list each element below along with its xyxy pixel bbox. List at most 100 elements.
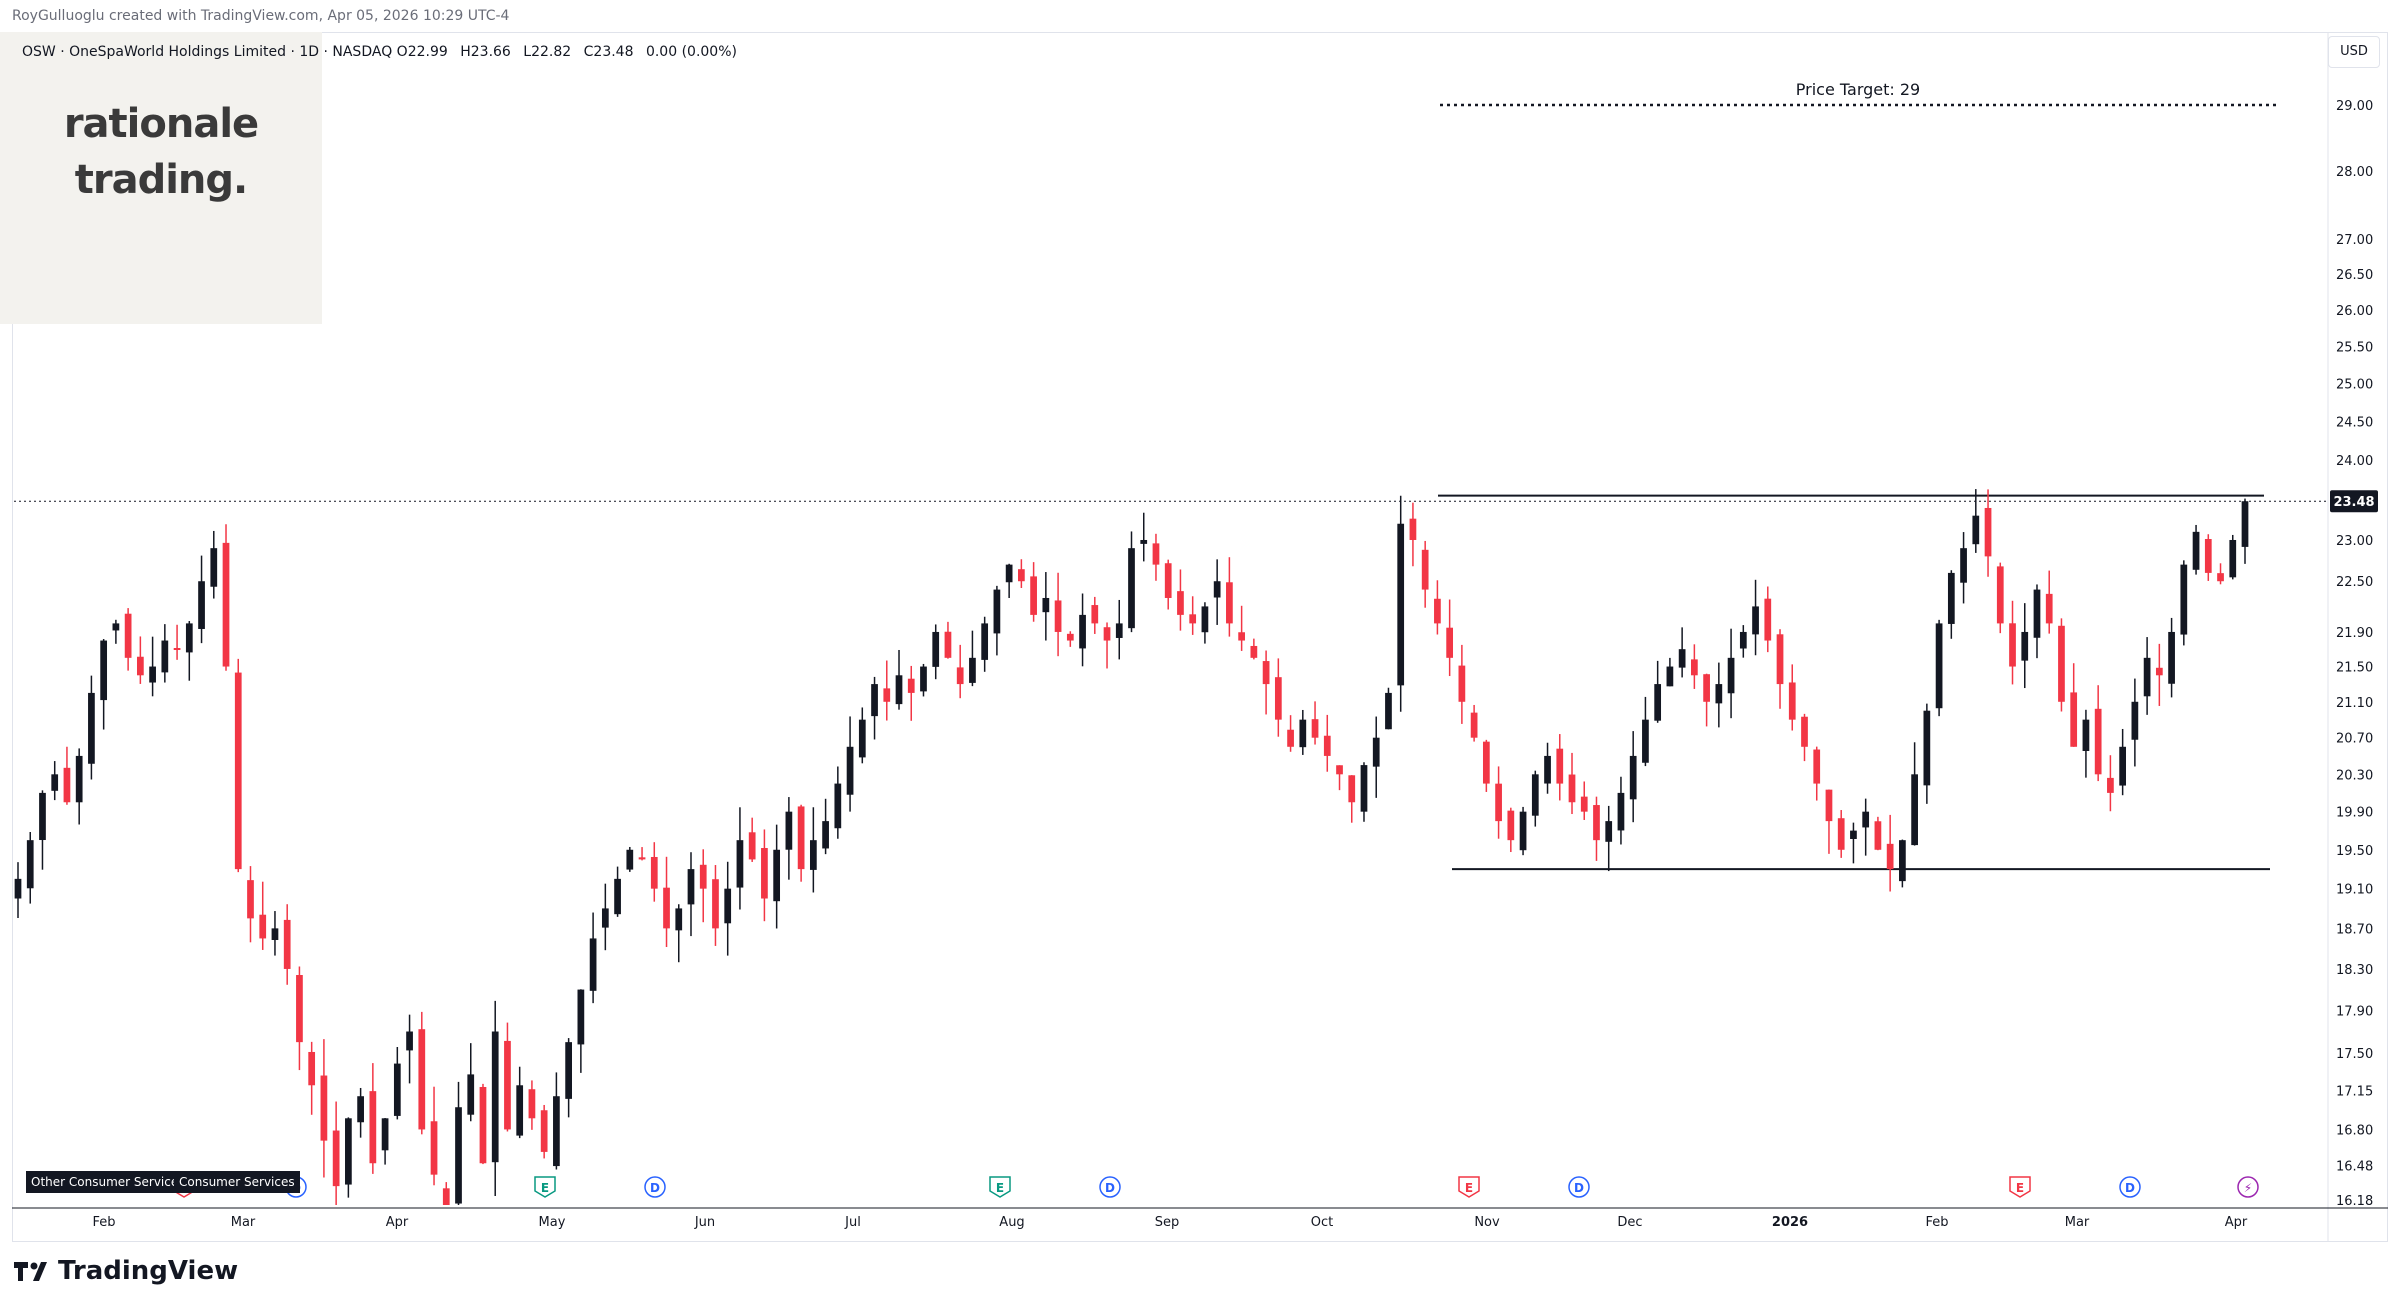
candle-body (1666, 666, 1674, 687)
candle-body (1409, 518, 1417, 540)
candle-body (2009, 623, 2016, 667)
candle-body (136, 656, 144, 676)
candle-body (1091, 605, 1099, 624)
y-tick-label: 22.50 (2336, 575, 2373, 590)
candle-body (2082, 719, 2090, 751)
x-tick-label: 2026 (1772, 1215, 1808, 1230)
y-tick-label: 16.18 (2336, 1194, 2373, 1209)
candle-body (1519, 811, 1527, 851)
candle-body (1079, 614, 1086, 649)
candle-body (308, 1051, 316, 1086)
candle-body (296, 975, 303, 1043)
candle-body (1972, 515, 1980, 545)
event-marker-label: ⚡ (2244, 1181, 2252, 1195)
candle-body (1140, 539, 1148, 544)
y-tick-label: 26.50 (2336, 268, 2373, 283)
candle-body (675, 908, 683, 931)
brand-name: TradingView (58, 1256, 239, 1286)
event-marker-label: D (650, 1181, 660, 1195)
candle-body (161, 640, 169, 673)
candle-body (1580, 796, 1588, 812)
sector-tag-1[interactable]: Other Consumer Services (26, 1171, 190, 1193)
event-marker-E (989, 1176, 1011, 1198)
candle-body (601, 908, 609, 928)
candle-body (418, 1029, 426, 1130)
candle-body (785, 811, 793, 850)
candle-body (1776, 634, 1784, 685)
candle-body (2143, 657, 2151, 697)
candle-body (2070, 692, 2078, 747)
candle-body (504, 1040, 511, 1130)
candle-body (1470, 712, 1478, 738)
candle-body (1935, 623, 1943, 709)
candle-body (871, 684, 878, 717)
candle-body (1458, 665, 1466, 702)
sector-tag-2[interactable]: Consumer Services (174, 1171, 300, 1193)
candle-body (858, 719, 866, 758)
candle-body (1287, 729, 1294, 747)
candle-body (185, 623, 193, 653)
y-tick-label: 24.00 (2336, 454, 2373, 469)
candle-body (1886, 843, 1894, 870)
candle-body (1103, 627, 1111, 641)
candle-body (320, 1075, 328, 1141)
x-tick-label: Apr (386, 1215, 409, 1230)
author-text: RoyGulluoglu created with TradingView.co… (12, 8, 324, 24)
candle-body (2107, 777, 2114, 793)
candle-body (2192, 531, 2200, 570)
candle-body (626, 849, 634, 870)
event-marker-D (1099, 1176, 1121, 1198)
event-marker-label: D (1574, 1181, 1584, 1195)
x-tick-label: Aug (999, 1215, 1024, 1230)
symbol-legend[interactable]: OSW · OneSpaWorld Holdings Limited · 1D … (22, 44, 745, 60)
candle-body (1250, 645, 1258, 658)
candle-body (2119, 746, 2127, 786)
candle-body (895, 675, 903, 705)
candle-body (100, 640, 108, 701)
candle-body (1825, 789, 1833, 822)
candle-body (1531, 774, 1539, 816)
tradingview-brand[interactable]: TradingView (14, 1256, 238, 1286)
candle-body (51, 774, 59, 791)
x-tick-label: Feb (92, 1215, 115, 1230)
x-tick-label: Mar (2065, 1215, 2090, 1230)
x-tick-label: Jul (844, 1215, 861, 1230)
candle-body (1042, 597, 1050, 613)
candle-body (1568, 774, 1576, 803)
x-tick-label: Nov (1474, 1215, 1500, 1230)
candle-body (173, 648, 181, 651)
candle-body (663, 887, 670, 929)
y-tick-label: 24.50 (2336, 415, 2373, 430)
x-tick-label: Dec (1617, 1215, 1642, 1230)
currency-button[interactable]: USD (2328, 36, 2380, 68)
candle-body (712, 879, 719, 929)
candle-body (1066, 633, 1074, 641)
candle-body (455, 1107, 462, 1204)
y-tick-label: 19.10 (2336, 883, 2373, 898)
candle-body (1739, 631, 1747, 649)
candle-body (430, 1121, 438, 1175)
candle-body (1323, 735, 1331, 756)
candle-body (381, 1118, 389, 1151)
candle-body (724, 888, 732, 924)
y-tick-label: 25.50 (2336, 340, 2373, 355)
candle-body (1397, 523, 1405, 686)
candle-body (2021, 631, 2029, 661)
y-tick-label: 21.90 (2336, 626, 2373, 641)
x-tick-label: Oct (1311, 1215, 1333, 1230)
event-marker-S (2237, 1176, 2259, 1198)
candle-body (2180, 564, 2188, 635)
y-tick-label: 16.80 (2336, 1123, 2373, 1138)
candle-body (907, 678, 915, 693)
event-marker-E (534, 1176, 556, 1198)
y-tick-label: 20.30 (2336, 768, 2373, 783)
candle-body (1788, 682, 1796, 720)
candle-body (1311, 719, 1319, 738)
x-tick-label: Sep (1155, 1215, 1180, 1230)
candle-body (589, 938, 597, 991)
y-tick-label: 28.00 (2336, 165, 2373, 180)
symbol-name[interactable]: OSW · OneSpaWorld Holdings Limited · 1D … (22, 44, 393, 60)
candle-body (687, 869, 695, 905)
chart-frame[interactable] (12, 32, 2388, 1242)
